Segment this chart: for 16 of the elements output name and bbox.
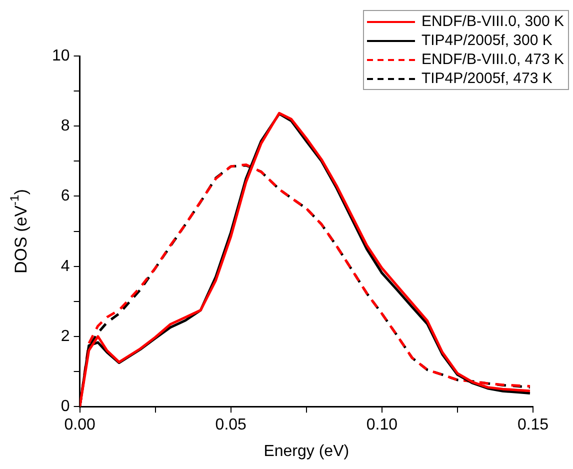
legend-label: TIP4P/2005f, 300 K: [421, 31, 552, 50]
y-tick-label: 4: [60, 258, 70, 275]
legend-label: ENDF/B-VIII.0, 473 K: [421, 50, 564, 69]
x-tick-label: 0.10: [366, 416, 398, 434]
x-axis-title: Energy (eV): [264, 442, 350, 460]
x-tick-label: 0.15: [517, 416, 549, 434]
y-axis-title: DOS (eV-1): [7, 189, 31, 274]
legend-label: ENDF/B-VIII.0, 300 K: [421, 12, 564, 31]
y-tick-label: 8: [60, 118, 70, 135]
x-tick-label: 0.00: [64, 416, 96, 434]
legend-label: TIP4P/2005f, 473 K: [421, 69, 552, 88]
y-tick-label: 10: [52, 47, 70, 64]
x-tick-label: 0.05: [215, 416, 247, 434]
y-tick-label: 6: [60, 188, 70, 205]
y-tick-label: 0: [60, 398, 70, 416]
y-tick-label: 2: [60, 328, 70, 345]
